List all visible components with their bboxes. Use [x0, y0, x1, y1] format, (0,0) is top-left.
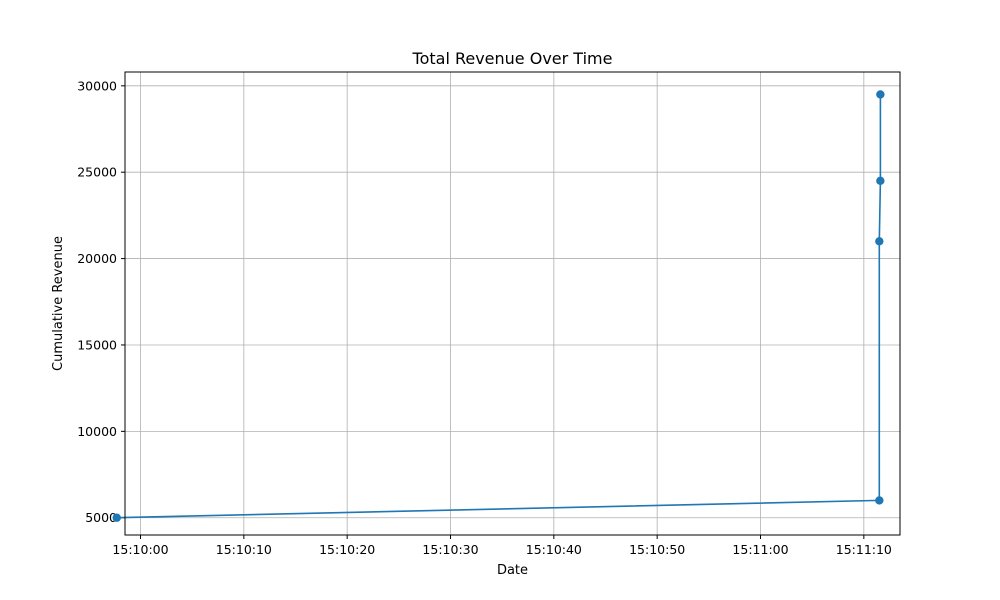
y-tick-label: 5000: [85, 510, 117, 525]
x-tick-label: 15:10:10: [216, 542, 272, 557]
y-tick-label: 15000: [77, 337, 117, 352]
x-tick-label: 15:10:40: [526, 542, 582, 557]
y-tick-label: 30000: [77, 78, 117, 93]
grid: [125, 72, 900, 535]
x-tick-label: 15:10:30: [422, 542, 478, 557]
plot-frame: [124, 71, 901, 536]
x-tick-label: 15:11:00: [732, 542, 788, 557]
x-tick-label: 15:10:00: [112, 542, 168, 557]
x-tick-label: 15:10:20: [319, 542, 375, 557]
y-axis-ticks: 5000 10000 15000 20000 25000 30000: [77, 78, 125, 525]
chart-title: Total Revenue Over Time: [412, 49, 613, 68]
y-tick-label: 10000: [77, 424, 117, 439]
data-point: [876, 90, 885, 99]
x-tick-label: 15:10:50: [629, 542, 685, 557]
data-point: [875, 237, 884, 246]
series-revenue: [112, 90, 885, 522]
data-point: [875, 496, 884, 505]
y-tick-label: 20000: [77, 251, 117, 266]
y-axis-label: Cumulative Revenue: [51, 236, 66, 371]
y-tick-label: 25000: [77, 165, 117, 180]
x-axis-label: Date: [497, 563, 528, 578]
data-point: [876, 176, 885, 186]
data-point: [112, 513, 121, 522]
x-tick-label: 15:11:10: [836, 542, 892, 557]
x-axis-ticks: 15:10:00 15:10:10 15:10:20 15:10:30 15:10:40…: [112, 535, 892, 557]
